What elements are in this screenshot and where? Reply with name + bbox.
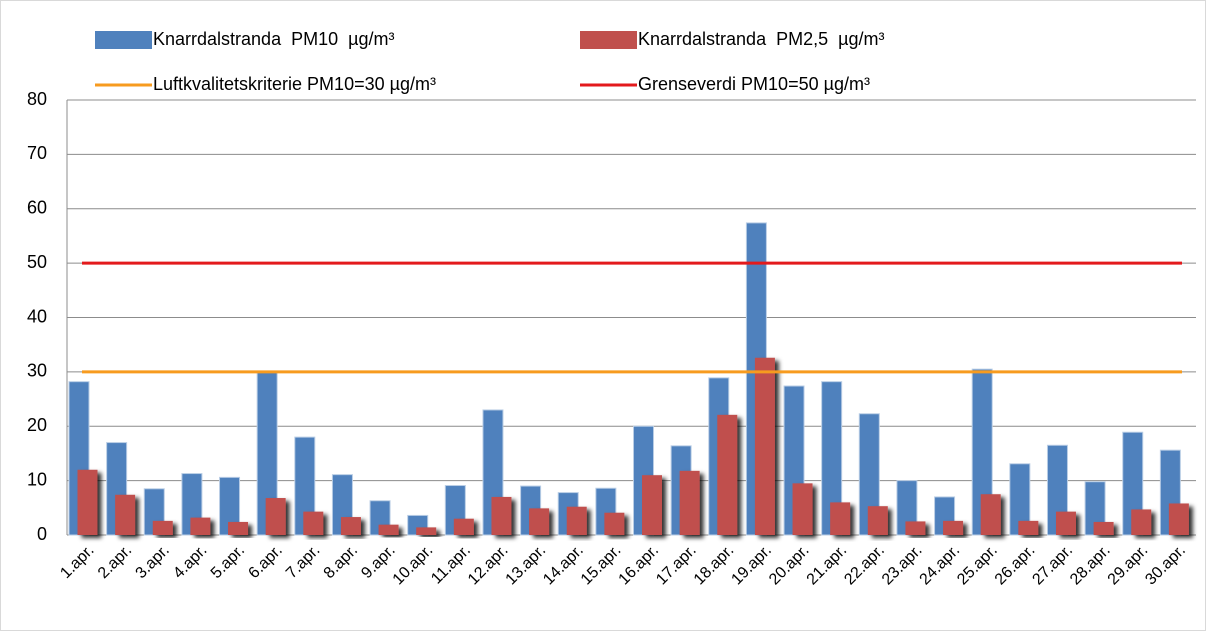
- bar: [679, 470, 700, 535]
- y-tick-label: 60: [27, 198, 47, 218]
- bar: [604, 512, 625, 535]
- legend-label: Knarrdalstranda PM2,5 µg/m³: [638, 29, 884, 49]
- legend-label: Luftkvalitetskriterie PM10=30 µg/m³: [153, 74, 436, 94]
- bar: [1093, 521, 1114, 535]
- bar: [303, 511, 324, 535]
- bar: [228, 521, 249, 535]
- y-tick-label: 0: [37, 524, 47, 544]
- bar: [754, 357, 775, 535]
- y-tick-label: 70: [27, 143, 47, 163]
- bar: [943, 520, 964, 535]
- y-tick-label: 50: [27, 252, 47, 272]
- bar: [453, 518, 474, 535]
- bar: [642, 475, 662, 535]
- bar: [77, 469, 98, 535]
- bar: [1168, 503, 1189, 535]
- bar: [566, 506, 587, 535]
- y-tick-label: 80: [27, 89, 47, 109]
- bar: [830, 502, 851, 535]
- bar: [529, 508, 550, 535]
- legend-label: Knarrdalstranda PM10 µg/m³: [153, 29, 394, 49]
- bar: [905, 521, 926, 535]
- legend-swatch: [95, 31, 152, 49]
- bar: [867, 506, 888, 535]
- bar: [190, 517, 211, 535]
- bar: [1055, 511, 1076, 535]
- bar: [416, 527, 437, 535]
- bar: [1018, 520, 1039, 535]
- bar: [152, 520, 173, 535]
- bar: [792, 483, 813, 535]
- bar: [265, 498, 286, 535]
- y-tick-label: 10: [27, 469, 47, 489]
- bar: [491, 496, 512, 535]
- legend-label: Grenseverdi PM10=50 µg/m³: [638, 74, 870, 94]
- bar: [115, 494, 136, 535]
- bar: [378, 524, 399, 535]
- bar: [980, 494, 1001, 535]
- y-tick-label: 30: [27, 361, 47, 381]
- y-tick-label: 20: [27, 415, 47, 435]
- bar: [340, 517, 361, 535]
- bar: [1131, 509, 1152, 535]
- bar: [717, 414, 738, 535]
- y-tick-label: 40: [27, 306, 47, 326]
- legend-swatch: [580, 31, 637, 49]
